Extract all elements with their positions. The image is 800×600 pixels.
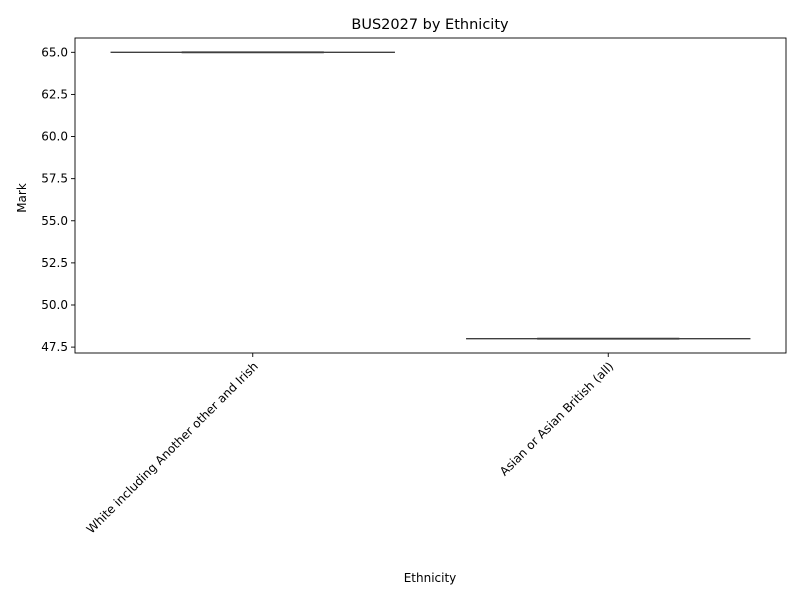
y-tick-label: 55.0 bbox=[41, 214, 68, 228]
y-tick-label: 60.0 bbox=[41, 130, 68, 144]
y-tick-label: 65.0 bbox=[41, 45, 68, 59]
x-axis-label: Ethnicity bbox=[404, 571, 457, 585]
y-tick-label: 62.5 bbox=[41, 87, 68, 101]
y-tick-label: 57.5 bbox=[41, 172, 68, 186]
plot-area bbox=[74, 37, 787, 354]
y-tick-label: 50.0 bbox=[41, 298, 68, 312]
chart-title: BUS2027 by Ethnicity bbox=[351, 17, 509, 33]
y-axis-label: Mark bbox=[15, 183, 29, 213]
y-tick-label: 47.5 bbox=[41, 340, 68, 354]
plot-frame bbox=[74, 37, 787, 354]
y-axis: 47.5 50.0 52.5 55.0 57.5 60.0 62.5 65.0 bbox=[41, 45, 75, 354]
y-tick-label: 52.5 bbox=[41, 256, 68, 270]
